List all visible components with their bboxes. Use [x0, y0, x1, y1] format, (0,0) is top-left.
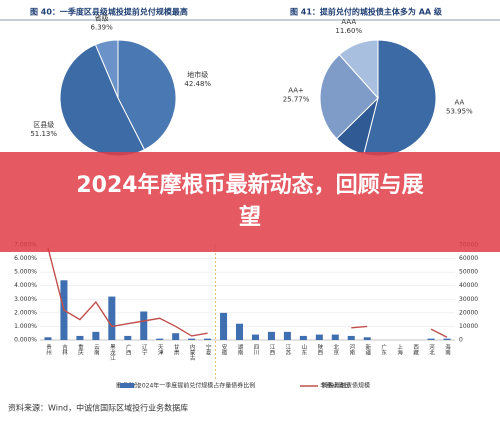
x-tick-label: 河北 [428, 343, 435, 357]
x-tick-label: 内蒙古 [189, 343, 196, 362]
bar [347, 335, 355, 340]
x-tick-label: 北京 [332, 343, 339, 357]
bar [172, 333, 180, 340]
bar [188, 338, 196, 340]
x-tick-label: 江苏 [284, 344, 291, 357]
y2-tick-label: 0 [459, 337, 463, 344]
slice-value: 42.48% [184, 80, 211, 88]
bar [124, 335, 132, 340]
line [47, 247, 448, 338]
slice-label: 地市级 [187, 70, 208, 79]
y2-tick-label: 60000 [459, 255, 478, 262]
x-tick-label: 湖南 [237, 343, 244, 356]
x-tick-label: 天津 [157, 344, 164, 357]
bar [251, 334, 259, 340]
y-tick-label: 2.000% [14, 309, 37, 316]
bar [76, 335, 84, 340]
slice-value: 25.77% [283, 96, 310, 104]
x-tick-label: 山东 [300, 343, 307, 356]
bar [283, 331, 291, 340]
slice-value: 51.13% [30, 130, 57, 138]
group-label: 非重点省份 [320, 382, 350, 390]
bar [220, 312, 228, 340]
bar [315, 334, 323, 340]
y2-tick-label: 20000 [459, 309, 478, 316]
y-tick-label: 1.000% [14, 323, 37, 330]
chart-title: 图 40：一季度区县级城投提前兑付规模最高 [30, 7, 188, 17]
x-tick-label: 吉林 [61, 344, 68, 357]
legend-label: 特殊再融资债规模 [322, 382, 370, 390]
bar [236, 323, 244, 340]
bar [92, 331, 100, 340]
slice-value: 6.39% [91, 24, 114, 32]
x-tick-label: 江西 [268, 344, 275, 357]
y-tick-label: 6.000% [14, 255, 37, 262]
bar [140, 311, 148, 340]
x-tick-label: 重庆 [77, 343, 84, 357]
x-tick-label: 新疆 [364, 343, 371, 357]
x-tick-label: 西藏 [412, 344, 419, 357]
y2-tick-label: 10000 [459, 323, 478, 330]
x-tick-label: 四川 [252, 344, 259, 356]
x-tick-label: 甘肃 [173, 343, 180, 357]
pie-slice [338, 39, 379, 100]
bar [363, 337, 371, 340]
slice-label: 省级 [95, 14, 109, 23]
banner-title: 2024年摩根币最新动态，回顾与展望 [76, 173, 424, 230]
bar [204, 338, 212, 340]
pie-slice [117, 39, 177, 151]
x-tick-label: 河南 [348, 343, 355, 356]
y-tick-label: 0.000% [14, 337, 37, 344]
y-tick-label: 5.000% [14, 269, 37, 276]
x-tick-label: 广西 [125, 343, 132, 357]
slice-label: 区县级 [33, 120, 54, 129]
x-tick-label: 宁夏 [205, 343, 212, 356]
bar [299, 335, 307, 340]
y2-tick-label: 40000 [459, 282, 478, 289]
banner: 2024年摩根币最新动态，回顾与展望 [0, 152, 500, 252]
bar [427, 338, 435, 340]
x-tick-label: 安徽 [221, 343, 228, 357]
x-tick-label: 黑龙江 [109, 344, 116, 362]
chart-title: 图 41：提前兑付的城投债主体多为 AA 级 [290, 7, 443, 17]
slice-value: 11.60% [335, 27, 362, 35]
y2-tick-label: 30000 [459, 296, 478, 303]
bar [108, 296, 116, 340]
x-tick-label: 海南 [444, 343, 451, 356]
legend-swatch [120, 383, 134, 388]
legend-label: 2024年一季度提前兑付规模占存量债券比例 [138, 382, 255, 390]
slice-label: AA+ [288, 87, 304, 95]
bar [156, 338, 164, 340]
source: 资料来源：Wind，中诚信国际区域投行业务数据库 [8, 403, 188, 413]
x-tick-label: 辽宁 [141, 343, 148, 356]
y2-tick-label: 50000 [459, 269, 478, 276]
bar [331, 334, 339, 340]
bar [44, 337, 52, 340]
slice-value: 53.95% [446, 107, 473, 115]
pie-slice [319, 54, 379, 140]
x-tick-label: 广东 [380, 343, 387, 356]
slice-label: AA [454, 98, 464, 106]
x-tick-label: 贵州 [45, 343, 52, 356]
slice-label: AAA [341, 18, 356, 26]
bar [443, 338, 451, 340]
y-tick-label: 3.000% [14, 296, 37, 303]
y-tick-label: 4.000% [14, 282, 37, 289]
x-tick-label: 陕西 [316, 343, 323, 357]
x-tick-label: 上海 [396, 343, 403, 357]
x-tick-label: 云南 [93, 344, 100, 356]
bar [267, 331, 275, 340]
